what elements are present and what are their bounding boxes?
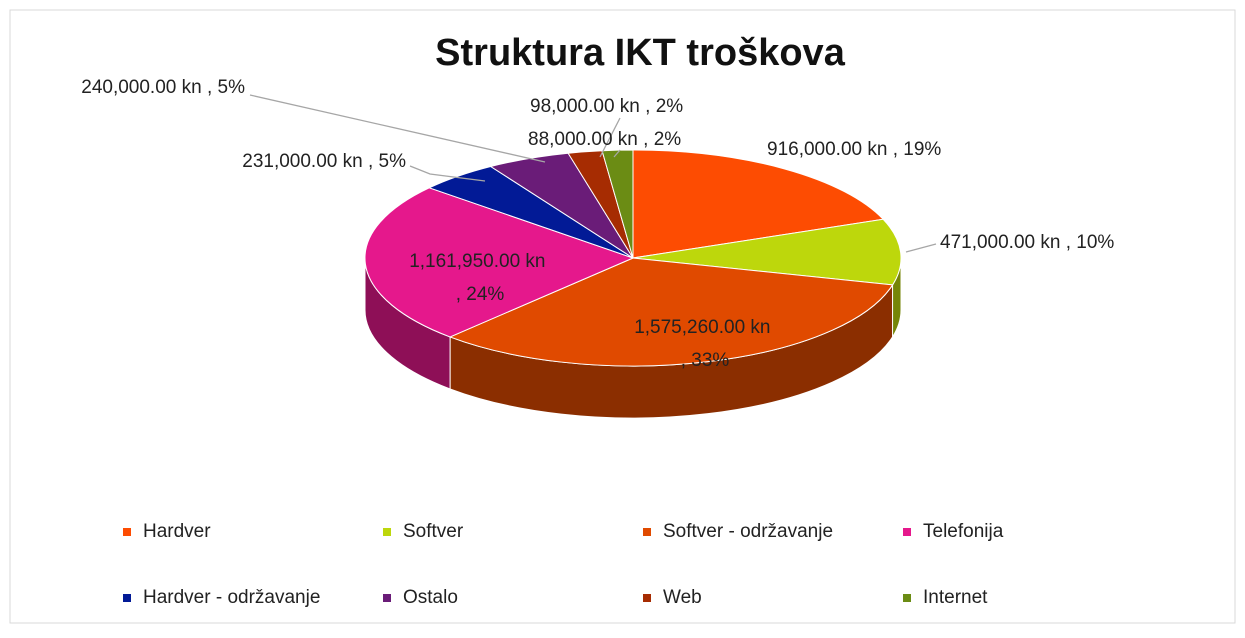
pie-slice bbox=[632, 218, 902, 286]
data-label: 231,000.00 kn , 5% bbox=[242, 151, 406, 172]
pie-slice bbox=[601, 149, 634, 259]
pie-slice bbox=[632, 149, 885, 259]
legend-label: Telefonija bbox=[923, 521, 1004, 542]
legend-swatch bbox=[123, 528, 131, 536]
legend-label: Hardver bbox=[143, 521, 211, 542]
legend-swatch bbox=[123, 594, 131, 602]
legend-label: Internet bbox=[923, 587, 988, 608]
legend-label: Ostalo bbox=[403, 587, 458, 608]
legend-label: Softver bbox=[403, 521, 464, 542]
legend-label: Softver - održavanje bbox=[663, 521, 833, 542]
data-label: 240,000.00 kn , 5% bbox=[81, 77, 245, 98]
data-label-line: , 24% bbox=[456, 284, 505, 305]
leader-line bbox=[249, 94, 546, 163]
legend-label: Hardver - održavanje bbox=[143, 587, 320, 608]
data-label: 88,000.00 kn , 2% bbox=[528, 129, 681, 150]
data-label-line: 1,161,950.00 kn bbox=[409, 251, 551, 272]
leader-line bbox=[409, 165, 486, 182]
data-label-line: , 33% bbox=[681, 350, 730, 371]
data-label: 916,000.00 kn , 19% bbox=[767, 139, 941, 160]
legend-swatch bbox=[903, 528, 911, 536]
data-label: 98,000.00 kn , 2% bbox=[530, 96, 683, 117]
legend-swatch bbox=[383, 528, 391, 536]
data-label-line: 1,575,260.00 kn bbox=[634, 317, 776, 338]
data-label: 1,575,260.00 kn , 33% bbox=[634, 317, 776, 371]
legend-swatch bbox=[643, 594, 651, 602]
leader-line bbox=[599, 117, 621, 158]
data-label: 1,161,950.00 kn , 24% bbox=[409, 251, 551, 305]
leader-line bbox=[905, 243, 937, 253]
legend-swatch bbox=[903, 594, 911, 602]
pie-slice bbox=[448, 257, 894, 367]
data-label: 471,000.00 kn , 10% bbox=[940, 232, 1114, 253]
legend-swatch bbox=[643, 528, 651, 536]
legend-swatch bbox=[383, 594, 391, 602]
pie-slice bbox=[364, 187, 635, 338]
chart-title: Struktura IKT troškova bbox=[435, 32, 846, 74]
leader-line bbox=[613, 149, 621, 158]
legend-label: Web bbox=[663, 587, 702, 608]
